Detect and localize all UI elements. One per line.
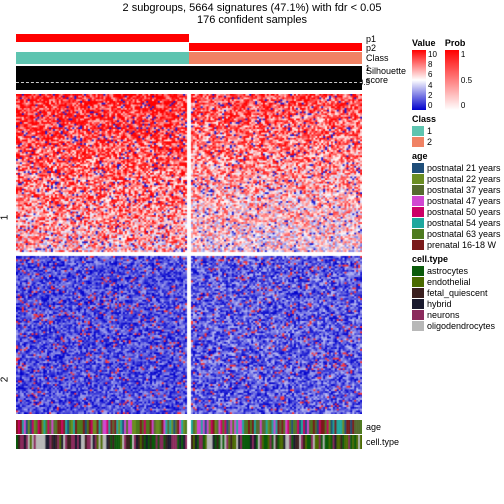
- legend-item: hybrid: [412, 299, 504, 309]
- bottom-age: [16, 420, 362, 434]
- label-class: Class: [366, 53, 389, 63]
- row-labels: 1 2: [0, 34, 16, 450]
- title-line1: 2 subgroups, 5664 signatures (47.1%) wit…: [0, 2, 504, 14]
- legend-item: astrocytes: [412, 266, 504, 276]
- legend-item: postnatal 37 years: [412, 185, 504, 195]
- legend-item: fetal_quiescent: [412, 288, 504, 298]
- legend-age-title: age: [412, 151, 504, 161]
- row-label-1: 1: [0, 215, 10, 221]
- legend-value-title: Value: [412, 38, 445, 48]
- bottom-celltype: [16, 435, 362, 449]
- anno-p2: [16, 43, 362, 51]
- legend-age-items: postnatal 21 yearspostnatal 22 yearspost…: [412, 163, 504, 250]
- plot-column: 1 0.5 p1 p2 Class Silhouettescore age ce…: [16, 34, 362, 450]
- label-p2: p2: [366, 43, 376, 53]
- legend-item: oligodendrocytes: [412, 321, 504, 331]
- legend-class-items: 12: [412, 126, 504, 147]
- legend-item: postnatal 21 years: [412, 163, 504, 173]
- legend-prob-title: Prob: [445, 38, 480, 48]
- heatmap-canvas: [16, 94, 362, 414]
- legend-item: 1: [412, 126, 504, 136]
- anno-class: [16, 52, 362, 64]
- heatmap: [16, 94, 362, 414]
- main-area: 1 2 1 0.5 p1 p2: [0, 34, 504, 450]
- anno-p1: [16, 34, 362, 42]
- row-label-2: 2: [0, 377, 10, 383]
- legend-item: postnatal 54 years: [412, 218, 504, 228]
- title-line2: 176 confident samples: [0, 14, 504, 26]
- legend-item: prenatal 16-18 W: [412, 240, 504, 250]
- value-grad-ticks: 10 8 6 4 2 0: [428, 50, 437, 110]
- title-block: 2 subgroups, 5664 signatures (47.1%) wit…: [0, 0, 504, 26]
- bottom-annotations: age cell.type: [16, 420, 362, 449]
- legend-item: postnatal 22 years: [412, 174, 504, 184]
- prob-gradient: [445, 50, 459, 110]
- label-silh: Silhouettescore: [366, 67, 406, 85]
- legend-celltype-items: astrocytesendothelialfetal_quiescenthybr…: [412, 266, 504, 331]
- legend-class-title: Class: [412, 114, 504, 124]
- legend-column: Value 10 8 6 4 2 0 Prob: [408, 34, 504, 450]
- legend-item: postnatal 50 years: [412, 207, 504, 217]
- legend-item: neurons: [412, 310, 504, 320]
- legend-celltype-title: cell.type: [412, 254, 504, 264]
- bottom-label-celltype: cell.type: [366, 437, 399, 447]
- prob-grad-ticks: 1 0.5 0: [461, 50, 472, 110]
- legend-item: postnatal 47 years: [412, 196, 504, 206]
- bottom-label-age: age: [366, 422, 381, 432]
- legend-item: 2: [412, 137, 504, 147]
- figure-root: 2 subgroups, 5664 signatures (47.1%) wit…: [0, 0, 504, 504]
- legend-item: endothelial: [412, 277, 504, 287]
- value-gradient: [412, 50, 426, 110]
- silhouette-strip: 1 0.5: [16, 65, 362, 90]
- legend-item: postnatal 63 years: [412, 229, 504, 239]
